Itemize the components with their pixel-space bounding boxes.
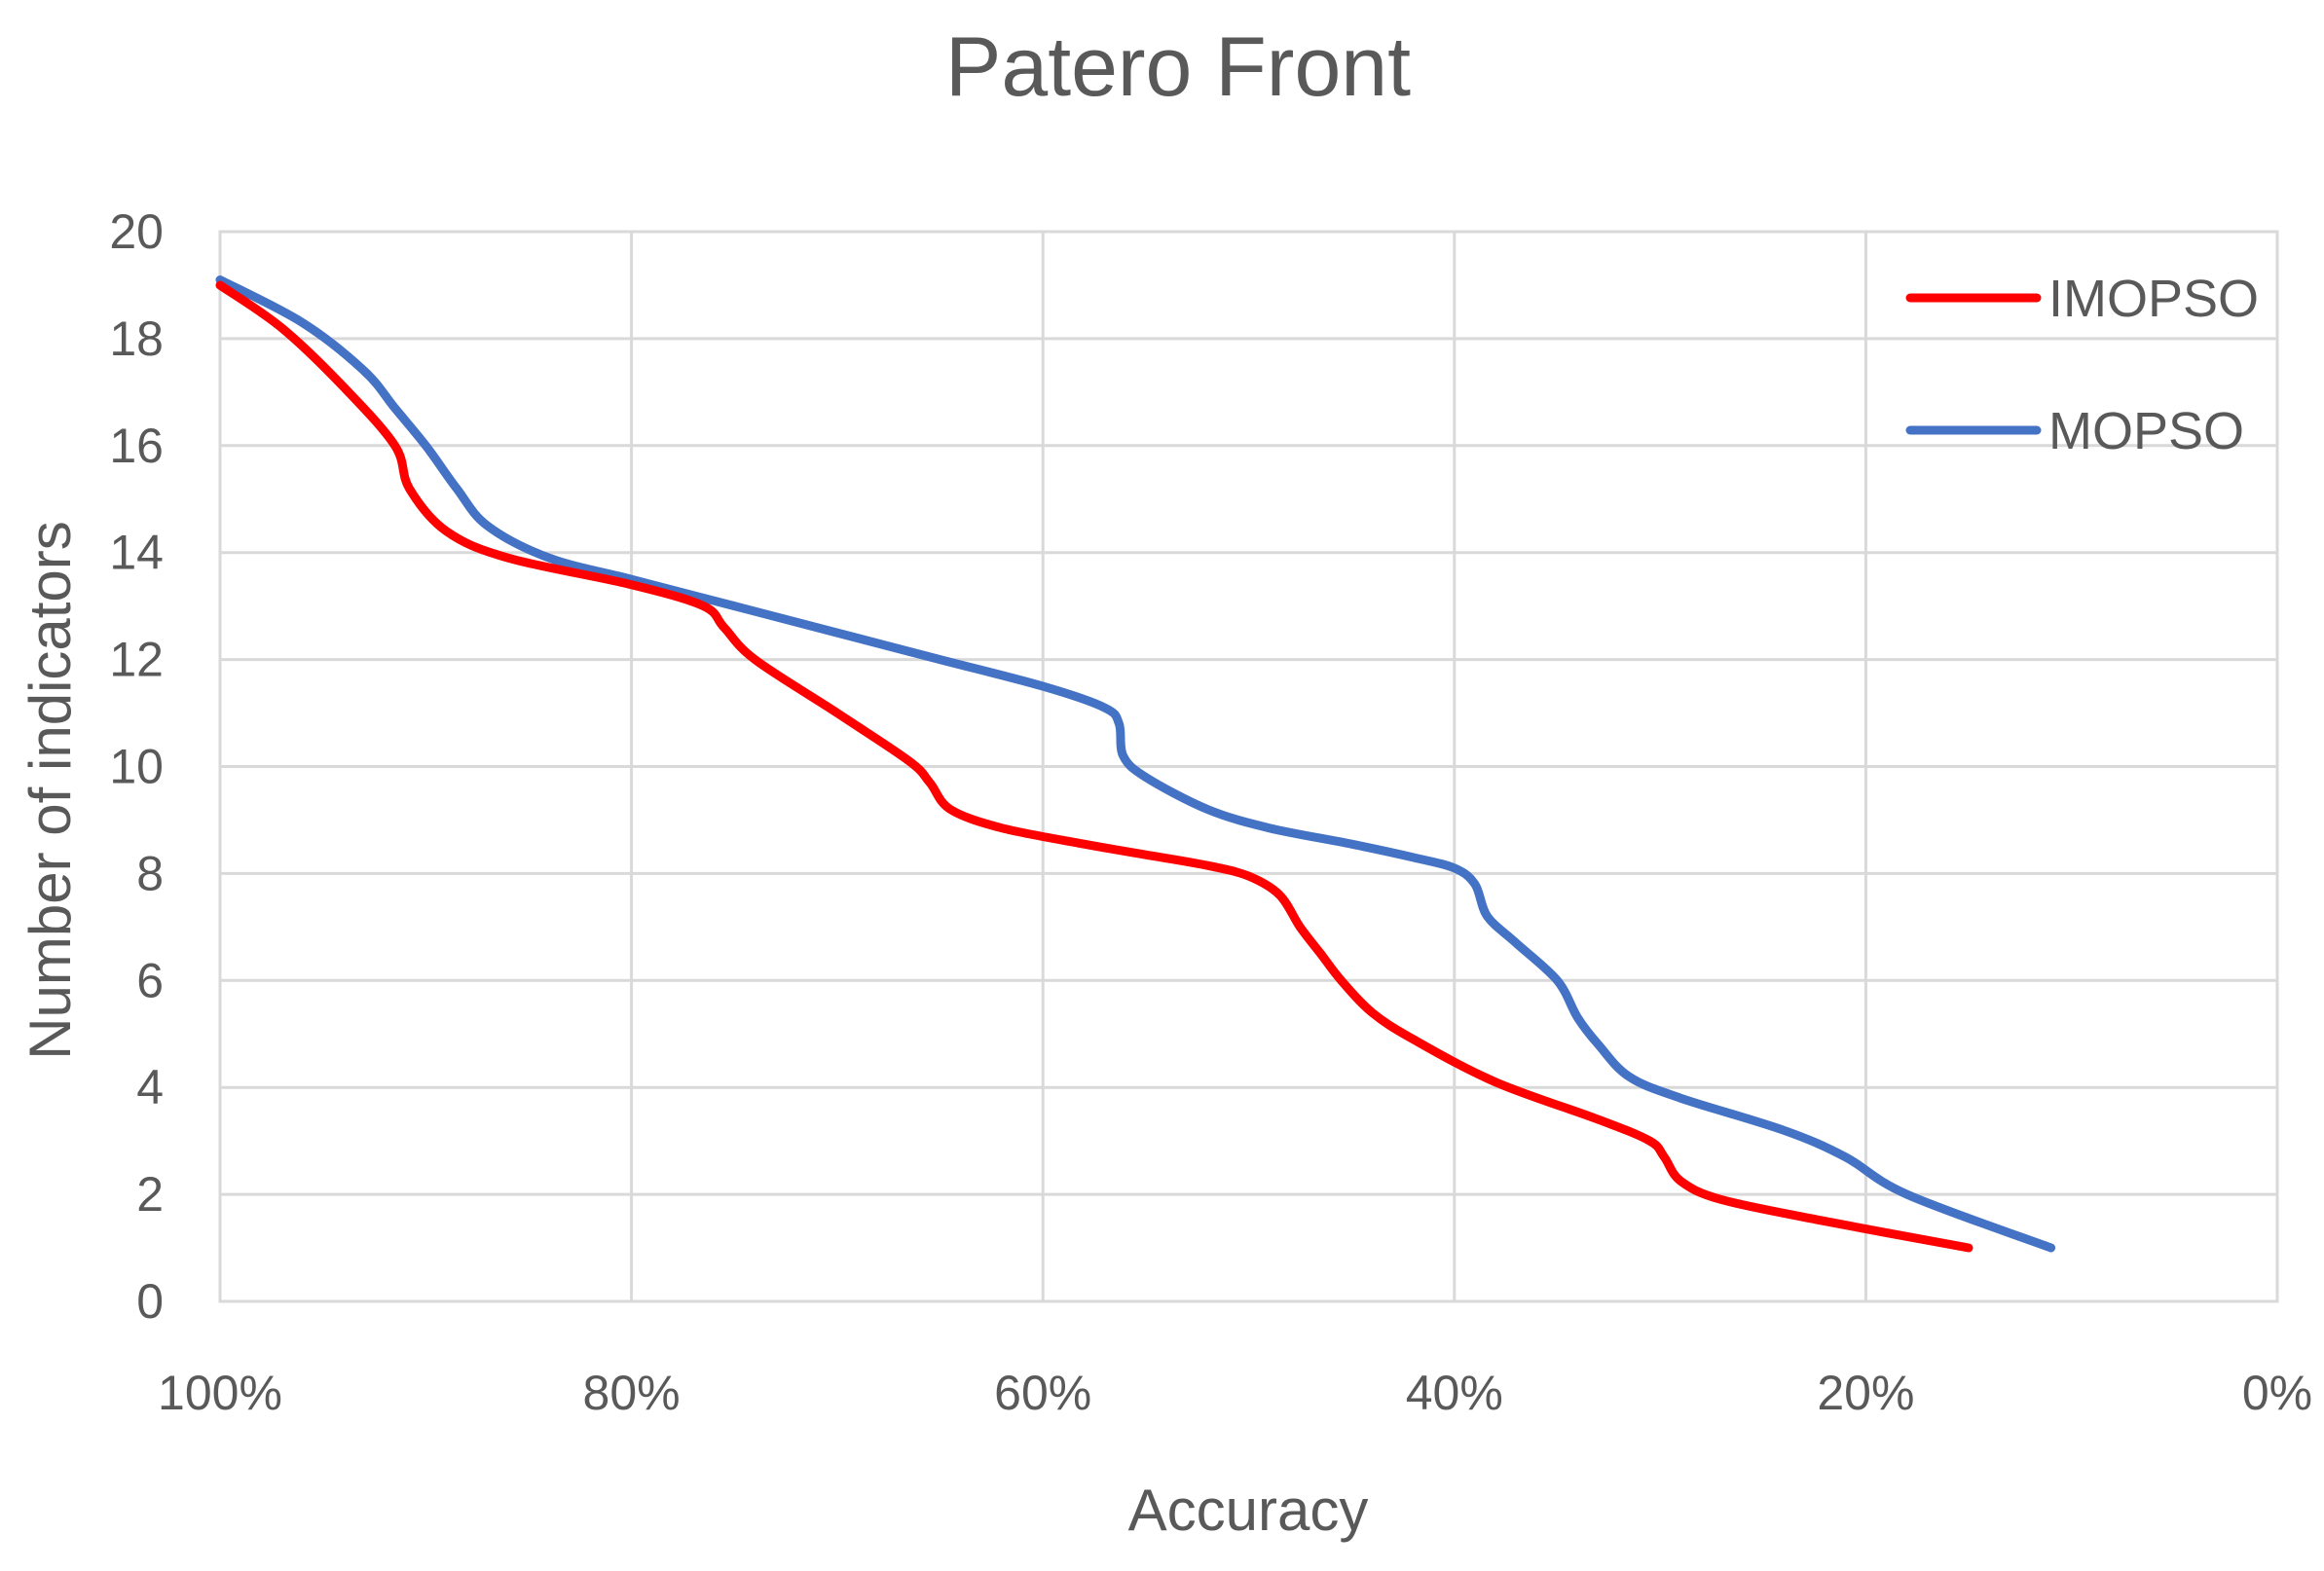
x-tick-label: 40% bbox=[1406, 1366, 1503, 1420]
x-tick-label: 100% bbox=[158, 1366, 282, 1420]
series-line-imopso bbox=[215, 280, 1974, 1253]
y-tick-label: 4 bbox=[136, 1060, 164, 1114]
gridlines bbox=[220, 232, 2277, 1301]
series-line-mopso bbox=[215, 275, 2056, 1253]
x-tick-label: 0% bbox=[2242, 1366, 2312, 1420]
x-tick-label: 20% bbox=[1817, 1366, 1914, 1420]
chart-title: Patero Front bbox=[945, 20, 1411, 114]
legend: IMOPSO MOPSO bbox=[1905, 270, 2259, 460]
y-tick-label: 18 bbox=[109, 311, 164, 366]
legend-label-mopso: MOPSO bbox=[2048, 402, 2244, 460]
y-tick-label: 14 bbox=[109, 526, 164, 580]
y-tick-label: 16 bbox=[109, 419, 164, 473]
x-axis-title: Accuracy bbox=[1128, 1478, 1369, 1543]
y-axis-ticks: 0 2 4 6 8 10 12 14 16 18 20 bbox=[109, 204, 164, 1329]
x-tick-label: 60% bbox=[994, 1366, 1091, 1420]
legend-label-imopso: IMOPSO bbox=[2048, 270, 2259, 328]
y-tick-label: 6 bbox=[136, 953, 164, 1007]
y-tick-label: 20 bbox=[109, 204, 164, 259]
y-tick-label: 2 bbox=[136, 1167, 164, 1222]
y-tick-label: 8 bbox=[136, 846, 164, 900]
x-tick-label: 80% bbox=[583, 1366, 681, 1420]
y-axis-title: Number of indicators bbox=[18, 521, 83, 1060]
y-tick-label: 12 bbox=[109, 633, 164, 687]
y-tick-label: 0 bbox=[136, 1274, 164, 1329]
plot-area bbox=[218, 230, 2279, 1303]
series-lines bbox=[215, 275, 2056, 1253]
y-tick-label: 10 bbox=[109, 740, 164, 794]
x-axis-ticks: 100% 80% 60% 40% 20% 0% bbox=[158, 1366, 2312, 1420]
